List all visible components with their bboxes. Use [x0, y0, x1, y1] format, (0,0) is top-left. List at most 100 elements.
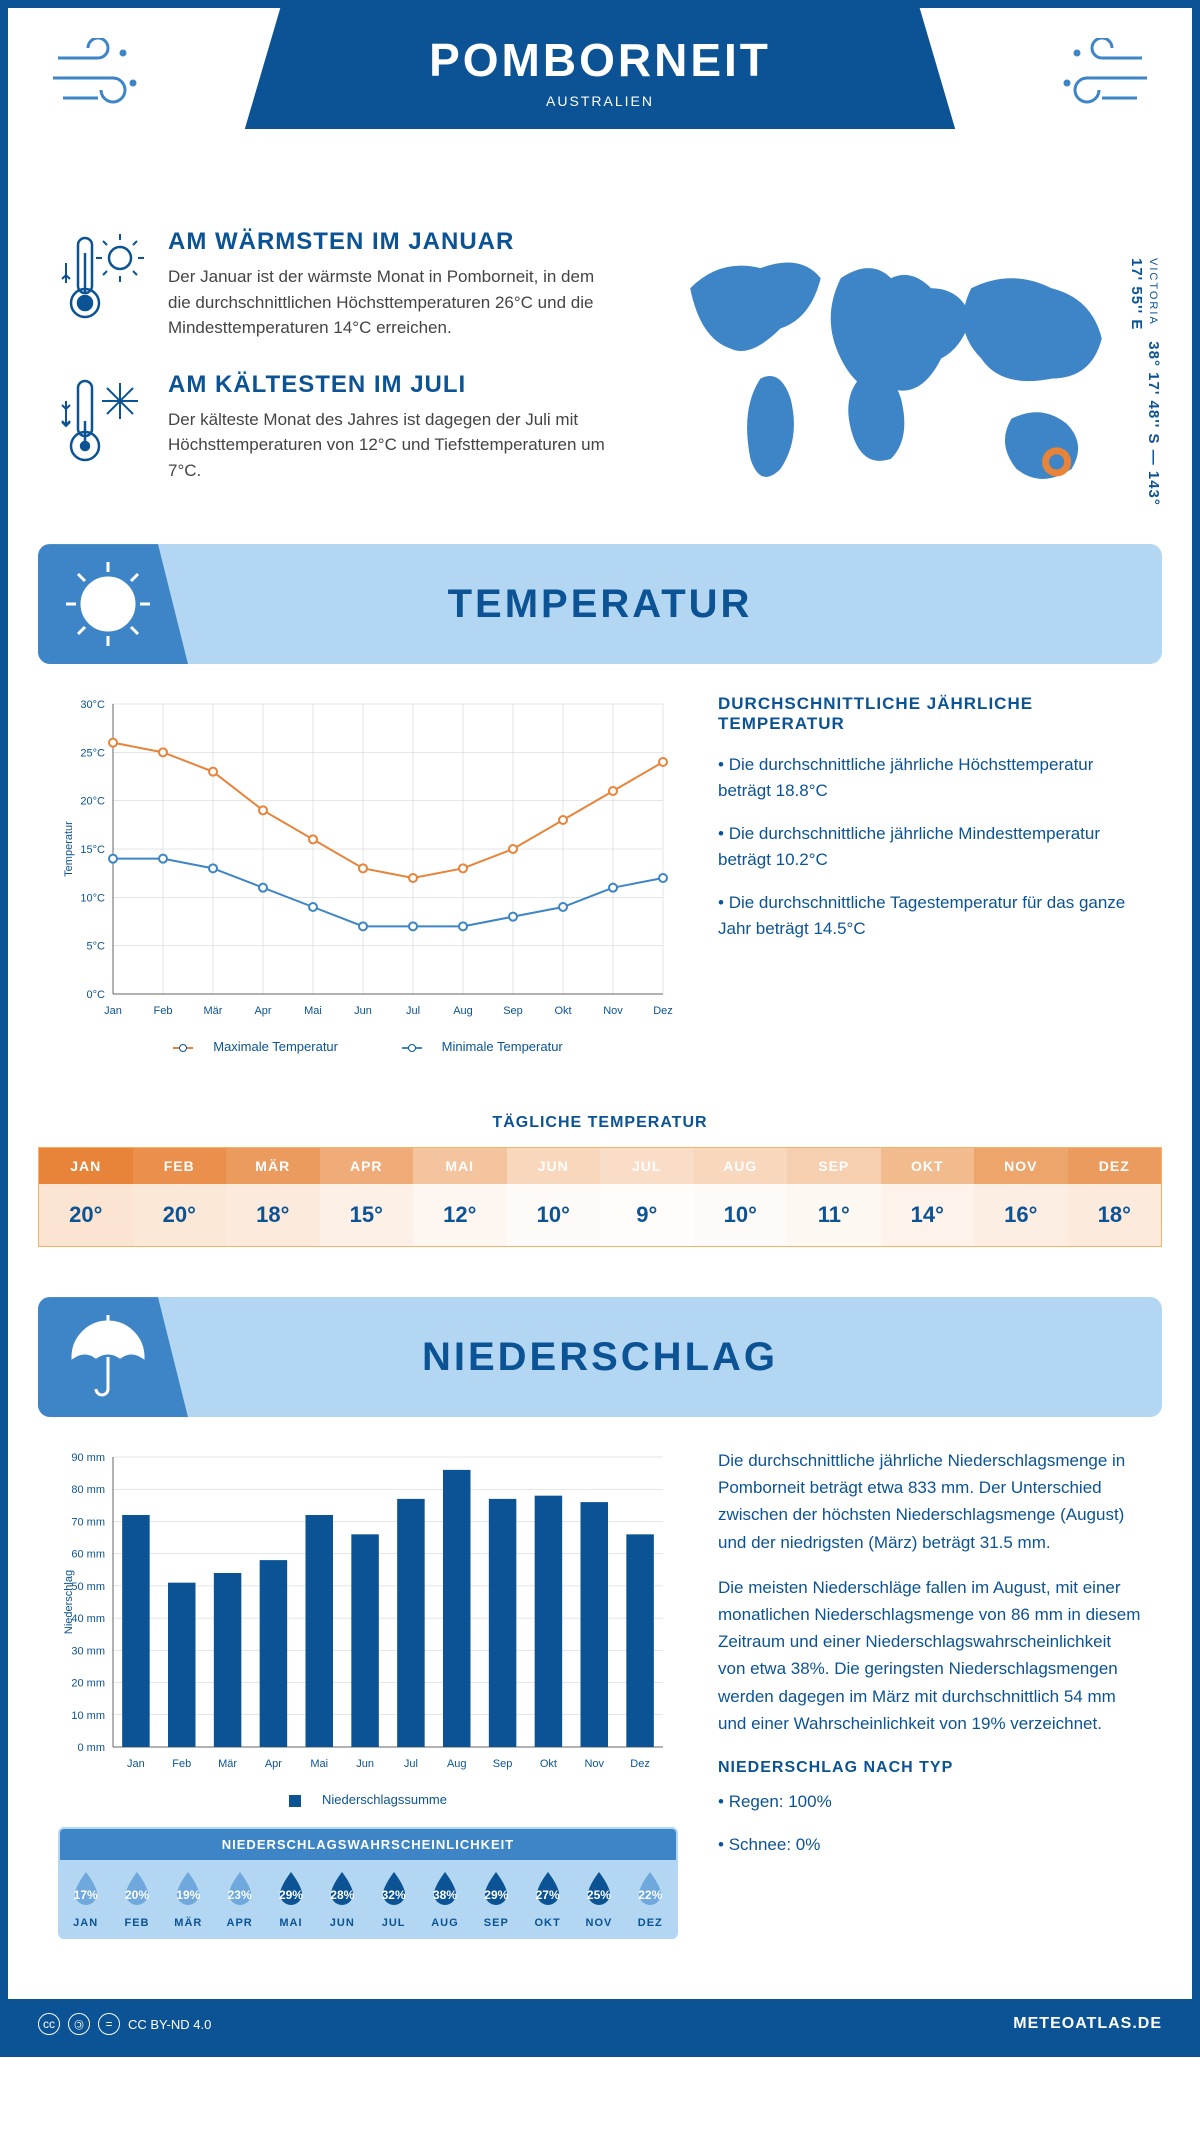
temperature-body: 0°C5°C10°C15°C20°C25°C30°CJanFebMärAprMa…: [8, 664, 1192, 1084]
temp-info-column: DURCHSCHNITTLICHE JÄHRLICHE TEMPERATUR D…: [718, 694, 1142, 1054]
svg-text:60 mm: 60 mm: [71, 1549, 105, 1561]
prob-cell: 28%JUN: [317, 1860, 368, 1937]
prob-value: 17%: [60, 1888, 111, 1902]
daily-value: 20°: [133, 1184, 227, 1246]
prob-month: APR: [214, 1917, 265, 1929]
facts-column: AM WÄRMSTEN IM JANUAR Der Januar ist der…: [58, 228, 610, 514]
coldest-fact: AM KÄLTESTEN IM JULI Der kälteste Monat …: [58, 371, 610, 484]
umbrella-icon: [58, 1307, 158, 1412]
warmest-text: Der Januar ist der wärmste Monat in Pomb…: [168, 264, 610, 341]
daily-cell: NOV16°: [974, 1148, 1068, 1246]
precip-chart-column: 0 mm10 mm20 mm30 mm40 mm50 mm60 mm70 mm8…: [58, 1447, 678, 1939]
svg-text:Aug: Aug: [453, 1005, 473, 1017]
svg-text:0°C: 0°C: [87, 989, 106, 1001]
legend-max: Maximale Temperatur: [158, 1039, 353, 1054]
probability-box: NIEDERSCHLAGSWAHRSCHEINLICHKEIT 17%JAN20…: [58, 1827, 678, 1939]
prob-month: SEP: [471, 1917, 522, 1929]
city-title: POMBORNEIT: [245, 33, 955, 87]
svg-text:Feb: Feb: [172, 1758, 191, 1770]
drop-icon: 38%: [419, 1870, 470, 1913]
temp-info-title: DURCHSCHNITTLICHE JÄHRLICHE TEMPERATUR: [718, 694, 1142, 734]
temp-chart-column: 0°C5°C10°C15°C20°C25°C30°CJanFebMärAprMa…: [58, 694, 678, 1054]
svg-text:Okt: Okt: [554, 1005, 571, 1017]
svg-text:5°C: 5°C: [87, 941, 106, 953]
daily-month: APR: [320, 1148, 414, 1184]
prob-cell: 27%OKT: [522, 1860, 573, 1937]
svg-text:Sep: Sep: [493, 1758, 513, 1770]
license-text: CC BY-ND 4.0: [128, 2017, 211, 2032]
prob-value: 20%: [111, 1888, 162, 1902]
daily-cell: APR15°: [320, 1148, 414, 1246]
prob-month: DEZ: [625, 1917, 676, 1929]
svg-text:10°C: 10°C: [80, 892, 105, 904]
drop-icon: 19%: [163, 1870, 214, 1913]
precip-text-1: Die durchschnittliche jährliche Niedersc…: [718, 1447, 1142, 1556]
daily-cell: MAI12°: [413, 1148, 507, 1246]
prob-cell: 29%SEP: [471, 1860, 522, 1937]
prob-value: 38%: [419, 1888, 470, 1902]
svg-text:Okt: Okt: [540, 1758, 557, 1770]
prob-cell: 29%MAI: [265, 1860, 316, 1937]
country-subtitle: AUSTRALIEN: [245, 93, 955, 109]
thermometer-sun-icon: [58, 228, 148, 328]
by-icon: 🄯: [68, 2013, 90, 2035]
prob-cell: 38%AUG: [419, 1860, 470, 1937]
prob-cell: 32%JUL: [368, 1860, 419, 1937]
svg-text:Mai: Mai: [304, 1005, 322, 1017]
temp-info-item: Die durchschnittliche jährliche Höchstte…: [718, 752, 1142, 803]
svg-text:Apr: Apr: [254, 1005, 271, 1017]
header: POMBORNEIT AUSTRALIEN: [8, 8, 1192, 208]
precipitation-body: 0 mm10 mm20 mm30 mm40 mm50 mm60 mm70 mm8…: [8, 1417, 1192, 1969]
svg-text:Nov: Nov: [603, 1005, 623, 1017]
wind-icon: [48, 38, 158, 123]
daily-cell: JAN20°: [39, 1148, 133, 1246]
svg-text:70 mm: 70 mm: [71, 1517, 105, 1529]
legend-min: Minimale Temperatur: [387, 1039, 578, 1054]
region-label: VICTORIA: [1147, 258, 1159, 326]
sun-icon: [58, 554, 158, 659]
page: POMBORNEIT AUSTRALIEN AM WÄRMSTEN IM JAN…: [0, 0, 1200, 2057]
drop-icon: 20%: [111, 1870, 162, 1913]
daily-value: 20°: [39, 1184, 133, 1246]
map-column: VICTORIA 38° 17' 48'' S — 143° 17' 55'' …: [640, 228, 1142, 514]
daily-month: MAI: [413, 1148, 507, 1184]
daily-temp-table: JAN20°FEB20°MÄR18°APR15°MAI12°JUN10°JUL9…: [38, 1147, 1162, 1247]
svg-text:30°C: 30°C: [80, 699, 105, 711]
temp-legend: Maximale Temperatur Minimale Temperatur: [58, 1039, 678, 1054]
prob-value: 29%: [265, 1888, 316, 1902]
temperature-title: TEMPERATUR: [448, 582, 753, 627]
daily-value: 12°: [413, 1184, 507, 1246]
precip-text-2: Die meisten Niederschläge fallen im Augu…: [718, 1574, 1142, 1737]
temp-info-item: Die durchschnittliche Tagestemperatur fü…: [718, 890, 1142, 941]
drop-icon: 29%: [265, 1870, 316, 1913]
daily-month: SEP: [787, 1148, 881, 1184]
nd-icon: =: [98, 2013, 120, 2035]
svg-text:Apr: Apr: [265, 1758, 282, 1770]
precip-legend: Niederschlagssumme: [58, 1792, 678, 1807]
prob-month: OKT: [522, 1917, 573, 1929]
svg-text:0 mm: 0 mm: [78, 1742, 106, 1754]
daily-cell: AUG10°: [694, 1148, 788, 1246]
prob-month: NOV: [573, 1917, 624, 1929]
fact-body: AM KÄLTESTEN IM JULI Der kälteste Monat …: [168, 371, 610, 484]
svg-text:Feb: Feb: [154, 1005, 173, 1017]
daily-value: 14°: [881, 1184, 975, 1246]
title-banner: POMBORNEIT AUSTRALIEN: [245, 8, 955, 129]
drop-icon: 32%: [368, 1870, 419, 1913]
legend-sum: Niederschlagssumme: [274, 1792, 462, 1807]
svg-text:Jun: Jun: [354, 1005, 372, 1017]
daily-cell: FEB20°: [133, 1148, 227, 1246]
svg-text:Dez: Dez: [630, 1758, 650, 1770]
warmest-fact: AM WÄRMSTEN IM JANUAR Der Januar ist der…: [58, 228, 610, 341]
temp-info-list: Die durchschnittliche jährliche Höchstte…: [718, 752, 1142, 941]
precipitation-title: NIEDERSCHLAG: [422, 1335, 778, 1380]
svg-text:20 mm: 20 mm: [71, 1678, 105, 1690]
probability-title: NIEDERSCHLAGSWAHRSCHEINLICHKEIT: [60, 1829, 676, 1860]
svg-text:Mär: Mär: [204, 1005, 223, 1017]
daily-value: 11°: [787, 1184, 881, 1246]
prob-value: 22%: [625, 1888, 676, 1902]
daily-cell: SEP11°: [787, 1148, 881, 1246]
svg-text:80 mm: 80 mm: [71, 1484, 105, 1496]
precip-type-item: Schnee: 0%: [718, 1832, 1142, 1858]
precipitation-bar-chart: 0 mm10 mm20 mm30 mm40 mm50 mm60 mm70 mm8…: [58, 1447, 678, 1782]
